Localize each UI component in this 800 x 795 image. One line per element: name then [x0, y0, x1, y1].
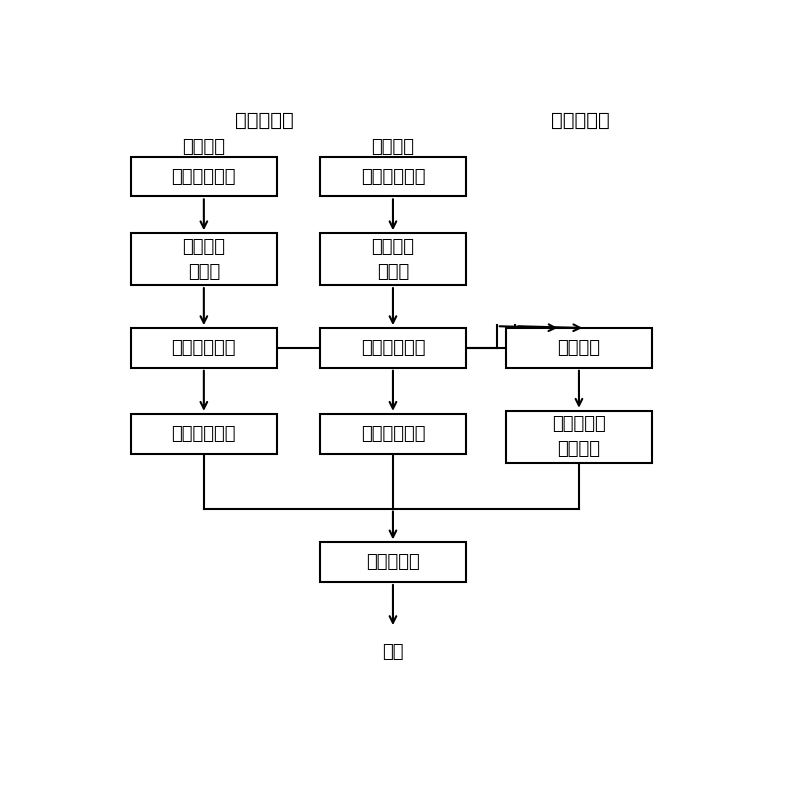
Text: 静脉识别结果: 静脉识别结果 — [361, 425, 426, 443]
Bar — [131, 413, 277, 453]
Bar — [131, 233, 277, 285]
Bar — [506, 411, 652, 463]
Text: 输出: 输出 — [382, 643, 404, 661]
Bar — [320, 328, 466, 368]
Text: 一级分类器: 一级分类器 — [235, 111, 294, 130]
Bar — [131, 328, 277, 368]
Text: 指纹图像
预处理: 指纹图像 预处理 — [182, 238, 226, 281]
Text: 提取特征点集: 提取特征点集 — [171, 339, 236, 357]
Text: 指纹识别结果: 指纹识别结果 — [171, 425, 236, 443]
Bar — [320, 157, 466, 196]
Text: 静脉图像读取: 静脉图像读取 — [361, 168, 426, 185]
Bar — [320, 542, 466, 582]
Bar — [131, 157, 277, 196]
Bar — [506, 328, 652, 368]
Bar — [320, 233, 466, 285]
Text: 指纹图像读取: 指纹图像读取 — [171, 168, 236, 185]
Text: 指纹模块: 指纹模块 — [182, 138, 225, 157]
Text: 二级分类器: 二级分类器 — [551, 111, 610, 130]
Bar — [320, 413, 466, 453]
Text: 静脉模块: 静脉模块 — [371, 138, 414, 157]
Text: 特征串联: 特征串联 — [558, 339, 601, 357]
Text: 决策级融合: 决策级融合 — [366, 553, 420, 571]
Text: 静脉图像
预处理: 静脉图像 预处理 — [371, 238, 414, 281]
Text: 提取特征点集: 提取特征点集 — [361, 339, 426, 357]
Text: 二级分类器
识别结果: 二级分类器 识别结果 — [552, 415, 606, 458]
